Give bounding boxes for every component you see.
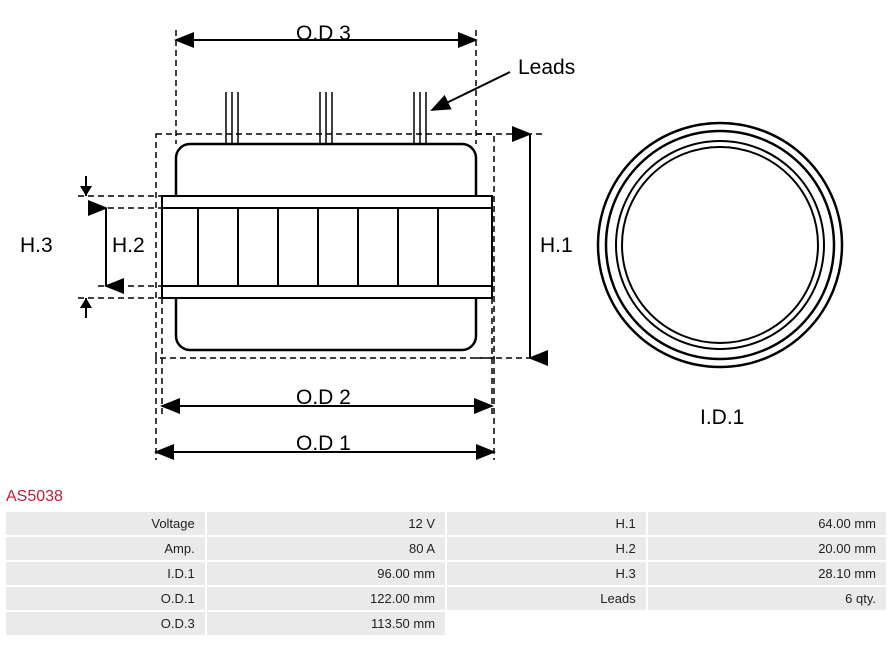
spec-label: H.3 [447, 562, 646, 585]
spec-value [648, 612, 886, 635]
product-code: AS5038 [6, 488, 63, 506]
table-row: Voltage12 VH.164.00 mm [6, 512, 886, 535]
spec-value: 64.00 mm [648, 512, 886, 535]
spec-value: 6 qty. [648, 587, 886, 610]
spec-label: O.D.1 [6, 587, 205, 610]
table-row: O.D.3113.50 mm [6, 612, 886, 635]
table-row: O.D.1122.00 mmLeads6 qty. [6, 587, 886, 610]
label-od2: O.D 2 [296, 386, 351, 410]
spec-value: 96.00 mm [207, 562, 445, 585]
technical-diagram: O.D 3 Leads H.1 H.2 H.3 O.D 2 O.D 1 I.D.… [0, 0, 892, 480]
label-id1: I.D.1 [700, 406, 744, 430]
label-od1: O.D 1 [296, 432, 351, 456]
label-h3: H.3 [20, 234, 53, 258]
spec-label: H.1 [447, 512, 646, 535]
spec-value: 113.50 mm [207, 612, 445, 635]
spec-label: Voltage [6, 512, 205, 535]
label-leads: Leads [518, 56, 575, 80]
spec-label: H.2 [447, 537, 646, 560]
label-h1: H.1 [540, 234, 573, 258]
spec-value: 80 A [207, 537, 445, 560]
spec-label: O.D.3 [6, 612, 205, 635]
label-od3: O.D 3 [296, 22, 351, 46]
spec-value: 122.00 mm [207, 587, 445, 610]
spec-label [447, 612, 646, 635]
spec-value: 12 V [207, 512, 445, 535]
spec-label: Amp. [6, 537, 205, 560]
table-row: Amp.80 AH.220.00 mm [6, 537, 886, 560]
spec-value: 28.10 mm [648, 562, 886, 585]
spec-table: Voltage12 VH.164.00 mmAmp.80 AH.220.00 m… [4, 510, 888, 637]
spec-label: Leads [447, 587, 646, 610]
spec-value: 20.00 mm [648, 537, 886, 560]
label-h2: H.2 [112, 234, 145, 258]
table-row: I.D.196.00 mmH.328.10 mm [6, 562, 886, 585]
spec-label: I.D.1 [6, 562, 205, 585]
